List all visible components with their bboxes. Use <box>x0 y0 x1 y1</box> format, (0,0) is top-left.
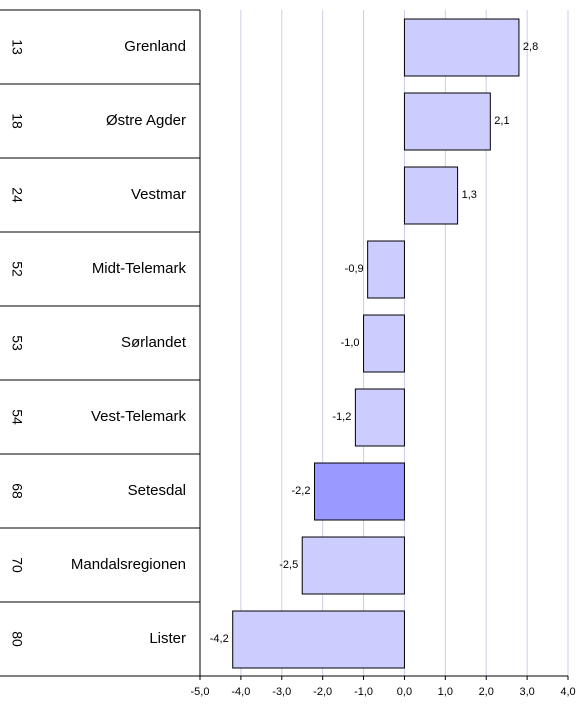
x-tick-label: -3,0 <box>272 686 291 698</box>
bar <box>354 388 405 447</box>
bar <box>232 610 405 669</box>
value-label: 2,8 <box>523 41 538 53</box>
category-label: Mandalsregionen <box>71 556 186 573</box>
bar <box>403 166 459 225</box>
bar <box>403 92 491 151</box>
x-tick-label: 2,0 <box>479 686 494 698</box>
category-label: Setesdal <box>128 482 186 499</box>
x-tick-label: 0,0 <box>397 686 412 698</box>
x-tick-label: -4,0 <box>231 686 250 698</box>
category-label: Grenland <box>124 38 186 55</box>
category-label: Midt-Telemark <box>92 260 187 277</box>
bar <box>313 462 405 521</box>
category-label: Sørlandet <box>121 334 187 351</box>
rank-label: 53 <box>9 335 25 351</box>
x-tick-label: -1,0 <box>354 686 373 698</box>
category-label: Østre Agder <box>106 112 186 129</box>
value-label: -2,5 <box>279 559 298 571</box>
category-label: Vest-Telemark <box>91 408 187 425</box>
rank-label: 24 <box>9 187 25 203</box>
value-label: -2,2 <box>292 485 311 497</box>
value-label: -0,9 <box>345 263 364 275</box>
value-label: -1,0 <box>341 337 360 349</box>
rank-label: 54 <box>9 409 25 425</box>
bar <box>403 18 520 77</box>
rank-label: 70 <box>9 557 25 573</box>
category-label: Vestmar <box>131 186 186 203</box>
rank-label: 68 <box>9 483 25 499</box>
category-label: Lister <box>149 630 186 647</box>
rank-label: 13 <box>9 39 25 55</box>
x-tick-label: 3,0 <box>519 686 534 698</box>
value-label: 1,3 <box>462 189 477 201</box>
value-label: -4,2 <box>210 633 229 645</box>
x-tick-label: 4,0 <box>560 686 575 698</box>
rank-label: 52 <box>9 261 25 277</box>
bar <box>363 314 405 373</box>
bar <box>301 536 405 595</box>
value-label: 2,1 <box>494 115 509 127</box>
bar <box>367 240 405 299</box>
x-tick-label: -5,0 <box>191 686 210 698</box>
rank-label: 80 <box>9 631 25 647</box>
x-tick-label: -2,0 <box>313 686 332 698</box>
value-label: -1,2 <box>332 411 351 423</box>
rank-label: 18 <box>9 113 25 129</box>
x-tick-label: 1,0 <box>438 686 453 698</box>
